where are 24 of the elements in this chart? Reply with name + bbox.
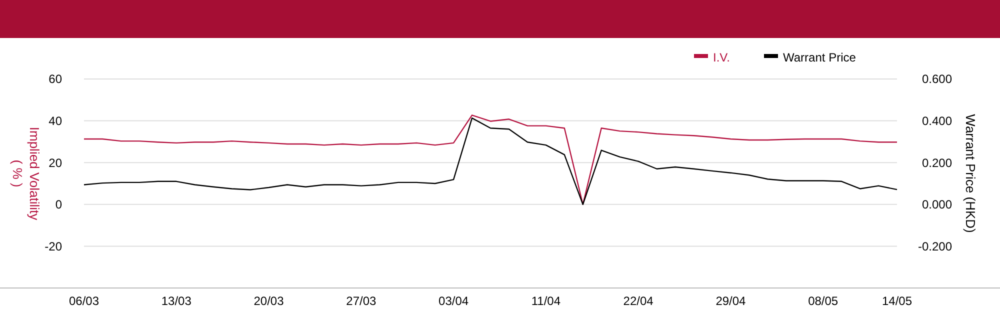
legend-label: I.V. [713,50,730,65]
x-tick-label: 13/03 [161,294,192,308]
y2-tick-label: 0.600 [922,72,952,86]
x-tick-label: 22/04 [623,294,654,308]
y-tick-label: 20 [48,156,62,170]
y2-tick-label: 0.400 [922,114,952,128]
legend-label: Warrant Price [783,50,856,65]
x-tick-label: 14/05 [882,294,912,308]
y-tick-label: 60 [48,72,62,86]
y-tick-label: -20 [44,239,62,254]
y2-tick-label: 0.200 [922,156,952,170]
y-axis-title: Implied Volatility ( % ) [10,126,42,221]
x-tick-label: 03/04 [438,294,469,308]
x-tick-label: 08/05 [808,294,838,308]
x-tick-label: 29/04 [716,294,746,308]
x-tick-label: 06/03 [68,294,100,308]
y-tick-label: 40 [48,114,62,128]
x-tick-label: 20/03 [254,294,284,308]
y-tick-label: 0 [55,198,62,212]
x-tick-label: 11/04 [531,294,561,308]
x-tick-label: 27/03 [346,294,376,308]
y2-tick-label: 0.000 [922,198,952,212]
y2-tick-label: -0.200 [918,239,952,254]
y2-axis-title: Warrant Price (HKD) [963,114,978,233]
